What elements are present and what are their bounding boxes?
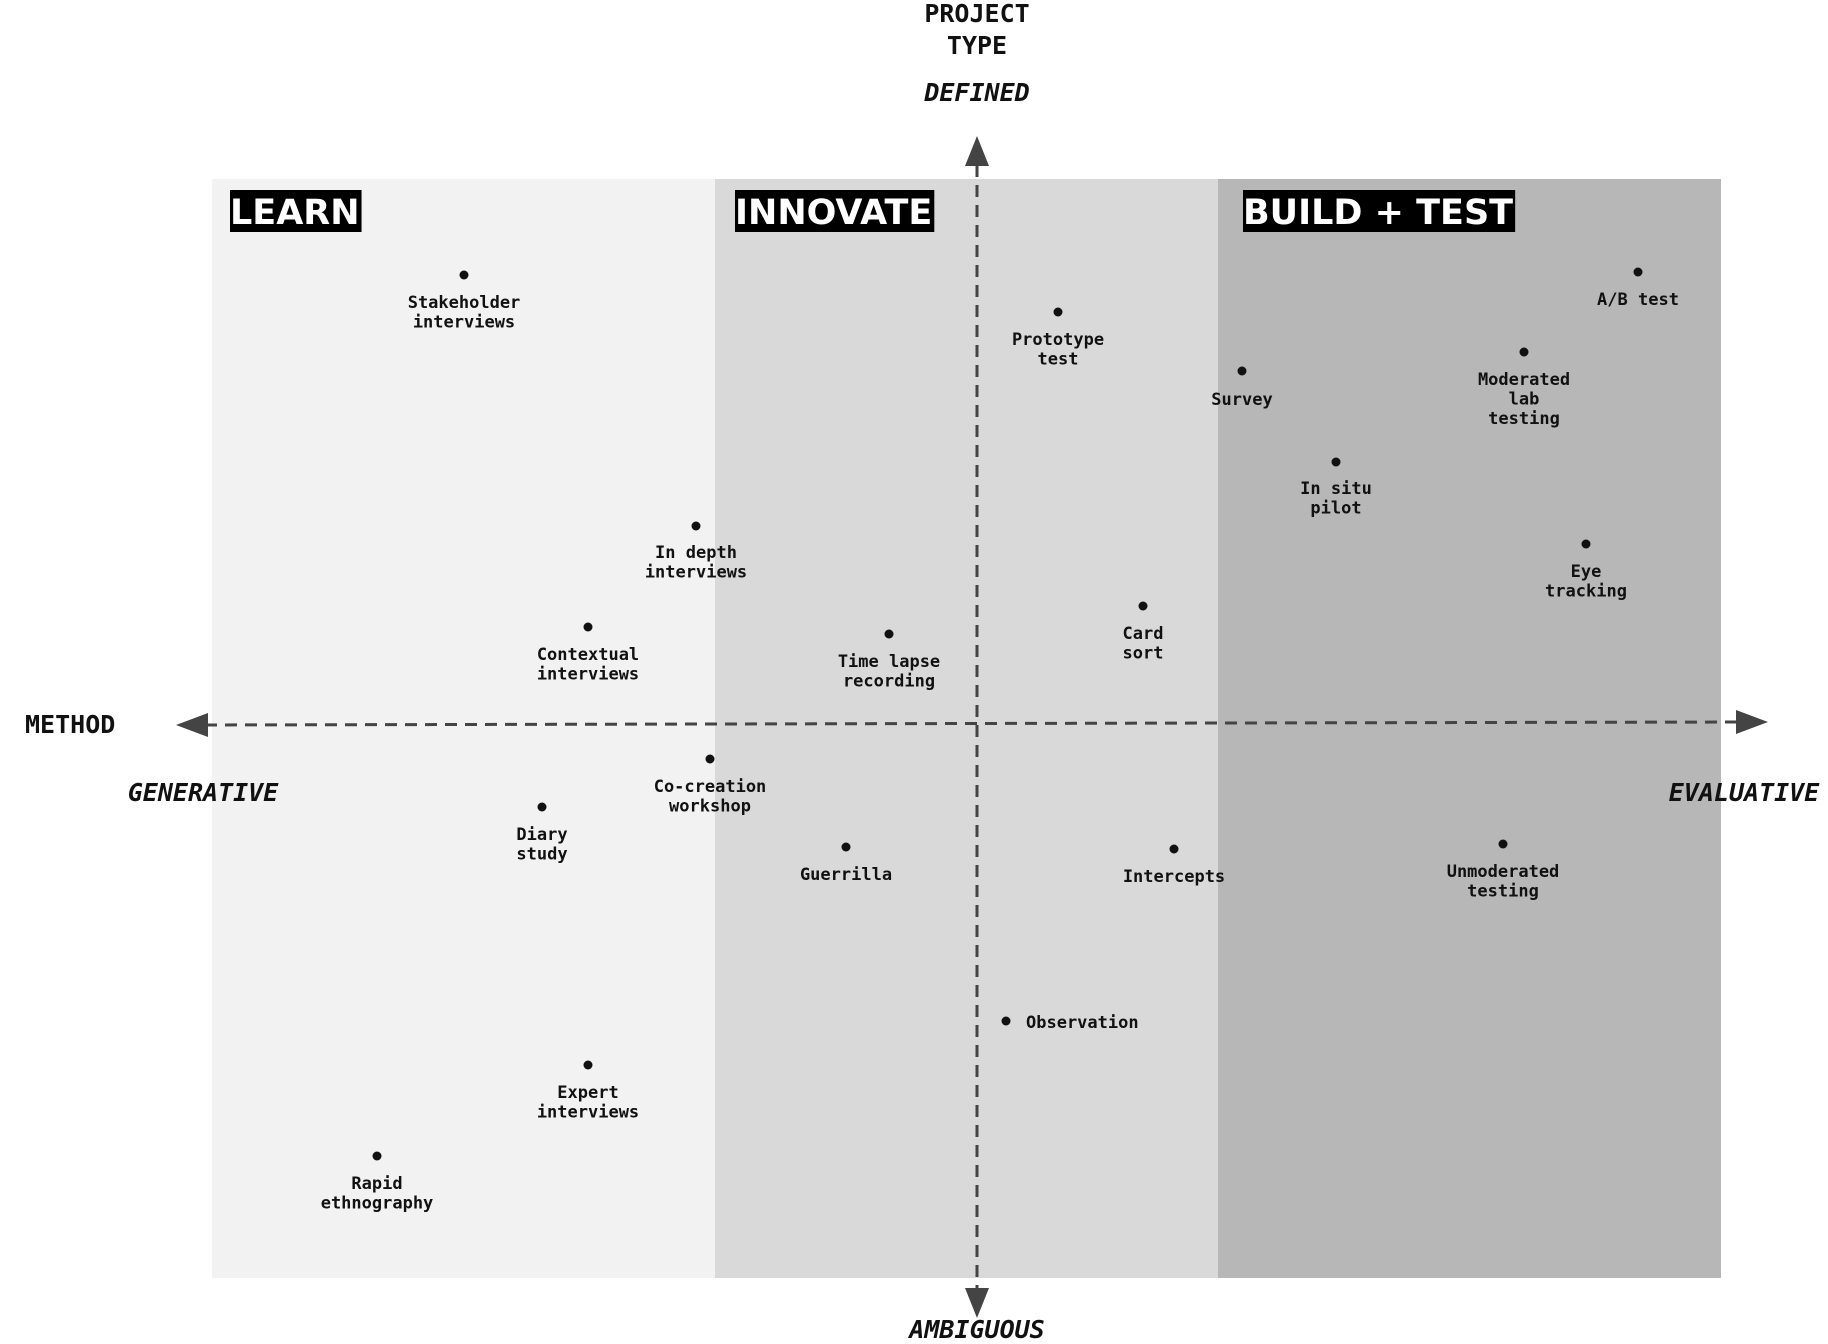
zone-innovate <box>715 179 1218 1278</box>
method-ab-test: A/B test <box>1597 267 1679 310</box>
method-label-line: In situ <box>1300 479 1372 499</box>
method-label-line: Co-creation <box>654 777 767 797</box>
method-dot <box>583 622 593 632</box>
method-label-line: Contextual <box>537 645 639 665</box>
method-dot <box>884 629 894 639</box>
method-label-line: recording <box>843 672 935 692</box>
method-label-line: In depth <box>655 543 737 563</box>
zone-title-build-test: BUILD + TEST <box>1243 190 1516 233</box>
zone-title-background <box>735 190 935 232</box>
method-label-line: ethnography <box>321 1194 434 1214</box>
method-label-line: pilot <box>1310 499 1361 519</box>
zone-title-background <box>230 190 362 232</box>
method-dot <box>841 842 851 852</box>
method-dot <box>1633 267 1643 277</box>
method-label-line: interviews <box>645 563 747 583</box>
vertical-axis-bottom-label: AMBIGUOUS <box>907 1315 1044 1344</box>
method-dot <box>1581 539 1591 549</box>
method-dot <box>705 754 715 764</box>
method-dot <box>1001 1016 1011 1026</box>
arrow-right-icon <box>1736 710 1768 734</box>
method-label-line: Diary <box>516 825 567 845</box>
arrow-left-icon <box>176 713 208 737</box>
method-guerrilla: Guerrilla <box>800 842 892 885</box>
method-label-line: interviews <box>537 665 639 685</box>
horizontal-axis-title: METHOD <box>25 710 115 739</box>
method-dot <box>1237 366 1247 376</box>
zone-title-text: INNOVATE <box>735 193 932 233</box>
arrow-up-icon <box>965 136 989 166</box>
method-label-line: test <box>1038 350 1079 370</box>
method-label-line: Stakeholder <box>408 293 521 313</box>
method-label-line: Intercepts <box>1123 867 1225 887</box>
method-label-line: interviews <box>413 313 515 333</box>
method-label-line: testing <box>1488 409 1560 429</box>
method-label-line: Eye <box>1571 562 1602 582</box>
horizontal-axis-right-label: EVALUATIVE <box>1669 778 1820 807</box>
method-label-line: Guerrilla <box>800 865 892 885</box>
method-dot <box>1169 844 1179 854</box>
horizontal-axis-left-label: GENERATIVE <box>128 778 279 807</box>
method-label-line: Survey <box>1211 390 1272 410</box>
method-dot <box>583 1060 593 1070</box>
method-intercepts: Intercepts <box>1123 844 1225 887</box>
method-dot <box>1498 839 1508 849</box>
method-label-line: Observation <box>1026 1013 1139 1033</box>
zone-learn <box>212 179 715 1278</box>
method-label-line: Moderated <box>1478 370 1570 390</box>
zone-title-innovate: INNOVATE <box>735 190 935 233</box>
zone-title-text: BUILD + TEST <box>1243 193 1513 233</box>
method-dot <box>1053 307 1063 317</box>
method-label-line: Rapid <box>351 1174 402 1194</box>
method-label-line: testing <box>1467 882 1539 902</box>
method-label-line: workshop <box>669 797 751 817</box>
method-dot <box>459 270 469 280</box>
method-label-line: lab <box>1509 390 1540 410</box>
zone-build-test <box>1218 179 1721 1278</box>
zone-title-text: LEARN <box>230 193 360 233</box>
method-label-line: Expert <box>557 1083 618 1103</box>
method-dot <box>691 521 701 531</box>
method-label-line: tracking <box>1545 582 1627 602</box>
method-label-line: sort <box>1123 644 1164 664</box>
method-dot <box>1519 347 1529 357</box>
method-label-line: Time lapse <box>838 652 940 672</box>
arrow-down-icon <box>965 1288 989 1318</box>
zone-title-learn: LEARN <box>230 190 362 233</box>
method-label-line: interviews <box>537 1103 639 1123</box>
vertical-axis-title-line1: PROJECT <box>924 0 1029 28</box>
method-label-line: Unmoderated <box>1447 862 1560 882</box>
method-survey: Survey <box>1211 366 1273 410</box>
methods-layer: StakeholderinterviewsPrototypetestSurvey… <box>321 267 1679 1214</box>
horizontal-axis-line <box>204 720 1741 727</box>
method-label-line: Card <box>1123 624 1164 644</box>
method-dot <box>1331 457 1341 467</box>
vertical-axis-title-line2: TYPE <box>947 31 1007 60</box>
method-dot <box>1138 601 1148 611</box>
zone-title-background <box>1243 190 1516 232</box>
method-observation: Observation <box>1001 1013 1139 1033</box>
method-dot <box>537 802 547 812</box>
method-label-line: A/B test <box>1597 290 1679 310</box>
method-dot <box>372 1151 382 1161</box>
vertical-axis-top-label: DEFINED <box>923 78 1029 107</box>
method-label-line: Prototype <box>1012 330 1104 350</box>
method-label-line: study <box>516 845 567 865</box>
